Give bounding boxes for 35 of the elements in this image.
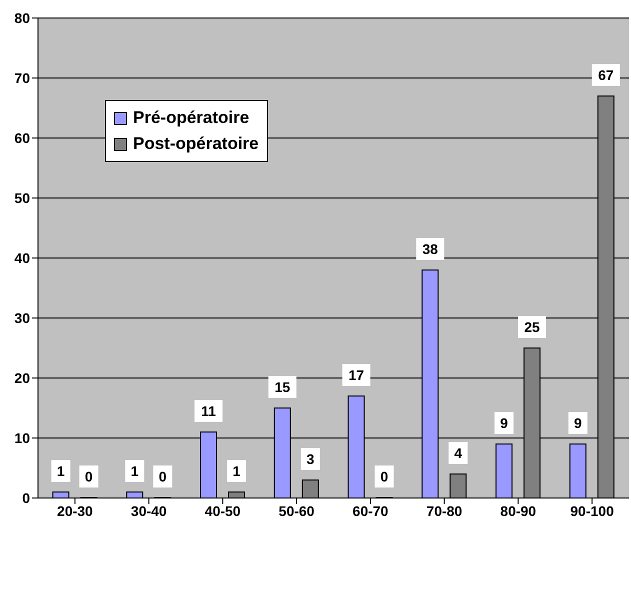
data-label: 38 (422, 241, 438, 257)
data-label: 0 (84, 468, 93, 484)
data-label: 3 (306, 451, 314, 467)
data-label: 15 (274, 379, 290, 395)
data-label: 0 (380, 468, 388, 484)
y-tick-label: 30 (14, 310, 30, 326)
y-tick-label: 20 (14, 370, 30, 386)
data-label: 67 (598, 67, 614, 83)
data-label: 25 (524, 319, 540, 335)
data-label: 4 (454, 445, 462, 461)
y-tick-label: 80 (14, 10, 30, 26)
legend-label: Post-opératoire (132, 133, 259, 155)
y-tick-label: 40 (14, 250, 30, 266)
data-label: 1 (130, 463, 139, 479)
x-tick-label: 60-70 (352, 502, 389, 519)
data-label: 9 (574, 415, 582, 431)
x-tick-label: 20-30 (57, 502, 94, 519)
y-tick-label: 10 (14, 430, 30, 446)
data-label: 1 (56, 463, 65, 479)
y-tick-label: 70 (14, 70, 30, 86)
data-label: 1 (232, 463, 241, 479)
legend-label: Pré-opératoire (132, 107, 250, 129)
data-label: 17 (348, 367, 364, 383)
x-tick-label: 50-60 (278, 502, 315, 519)
data-label: 0 (158, 468, 167, 484)
x-tick-label: 70-80 (426, 502, 462, 519)
x-tick-label: 30-40 (130, 502, 167, 519)
data-label: 9 (500, 415, 508, 431)
x-tick-label: 40-50 (204, 502, 241, 519)
x-tick-label: 80-90 (500, 502, 536, 519)
data-label: 11 (201, 403, 216, 419)
y-tick-label: 0 (22, 490, 30, 506)
y-tick-label: 60 (14, 130, 30, 146)
y-tick-label: 50 (14, 190, 30, 206)
x-tick-label: 90-100 (570, 502, 614, 519)
